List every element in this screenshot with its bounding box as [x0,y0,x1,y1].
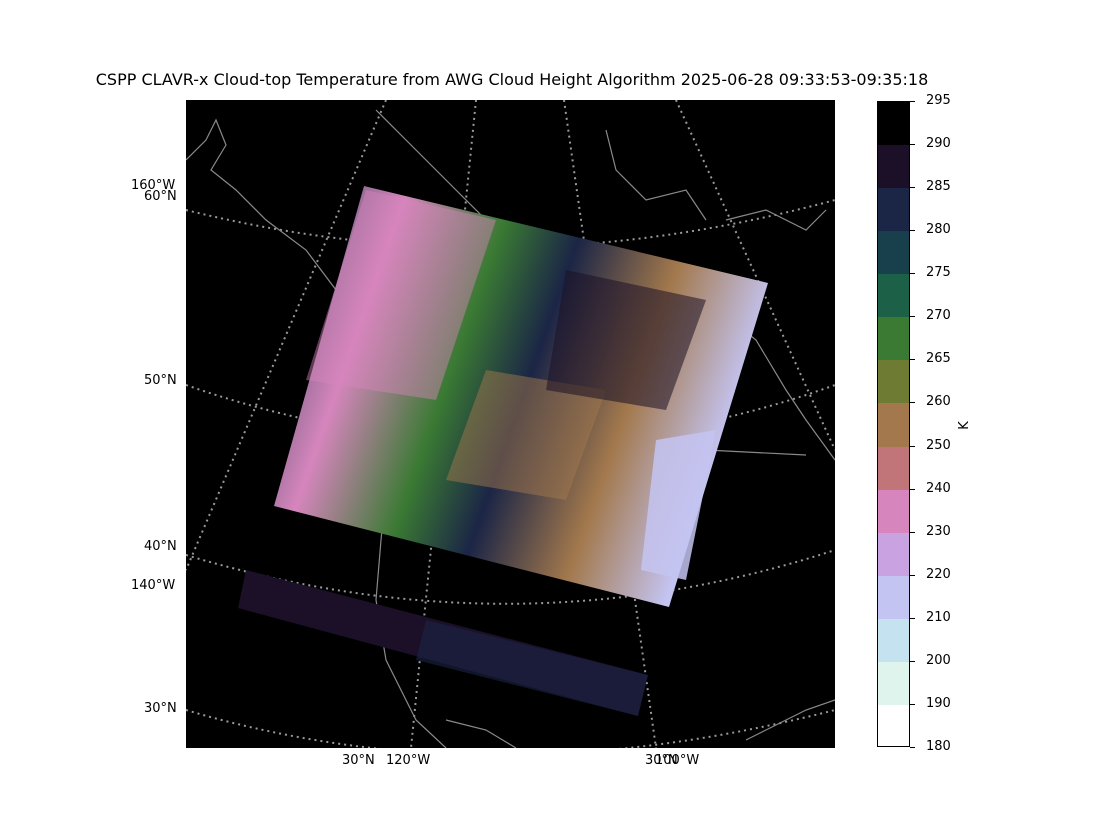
colorbar-tick [910,617,915,619]
colorbar-tick-label: 295 [926,93,951,108]
meridian-100w [563,100,657,748]
colorbar-tick-label: 285 [926,179,951,195]
gulf-coast [445,719,517,748]
lon-label-140w: 140°W [131,578,176,593]
colorbar-segment [878,274,909,319]
colorbar-tick [910,703,915,705]
colorbar-tick [910,402,915,404]
colorbar-segment [878,704,909,746]
colorbar-tick-label: 250 [926,437,951,453]
chart-title: CSPP CLAVR-x Cloud-top Temperature from … [95,70,929,89]
colorbar-tick-label: 200 [926,652,951,668]
cloud-patch-central [446,370,606,500]
colorbar-segment [878,145,909,190]
colorbar-tick [910,230,915,232]
colorbar-unit: K [956,421,972,430]
colorbar-tick [910,187,915,189]
swath-south-patch [416,620,648,716]
colorbar-tick [910,316,915,318]
meridian-140w [186,100,387,571]
colorbar-tick-label: 280 [926,222,951,238]
map-panel [186,100,835,748]
lat-label-30n: 30°N [144,701,177,716]
colorbar-tick-label: 230 [926,523,951,539]
cloud-patch-east [641,430,716,580]
meridian-90w [675,100,835,451]
map-canvas [186,100,835,748]
colorbar-tick [910,101,915,102]
colorbar-segment [878,661,909,706]
colorbar-segment [878,102,909,146]
colorbar-tick-label: 265 [926,351,951,367]
colorbar-tick [910,660,915,662]
parallel-40n [186,549,835,605]
colorbar-tick-label: 275 [926,265,951,281]
se-coast [745,699,835,741]
colorbar-tick [910,531,915,533]
colorbar-tick-label: 240 [926,480,951,496]
colorbar-tick-label: 260 [926,394,951,410]
parallel-50n [186,384,835,444]
colorbar-segment [878,231,909,276]
colorbar-segment [878,360,909,405]
bottom-label-120w: 120°W [386,753,431,768]
colorbar-tick-label: 290 [926,136,951,152]
bottom-label-30n-b: 30°N [645,753,678,768]
arctic-coast [605,129,707,221]
colorbar-segment [878,188,909,233]
colorbar-segment [878,317,909,362]
colorbar-segment [878,489,909,534]
bottom-label-30n-a: 30°N [342,753,375,768]
lat-label-50n: 50°N [144,373,177,388]
colorbar-tick-label: 270 [926,308,951,324]
colorbar-segment [878,618,909,663]
parallel-30n [186,709,835,748]
colorbar [877,101,910,747]
colorbar-tick [910,144,915,146]
colorbar-tick [910,747,915,748]
colorbar-tick [910,273,915,275]
colorbar-tick [910,574,915,576]
colorbar-tick-label: 210 [926,609,951,625]
colorbar-tick-label: 180 [926,739,951,754]
colorbar-tick-label: 220 [926,566,951,582]
lat-label-40n: 40°N [144,539,177,554]
colorbar-segment [878,403,909,448]
bottom-label-100w: 100°W [655,753,700,768]
colorbar-tick-label: 190 [926,695,951,711]
labrador-coast [725,209,827,231]
lon-label-160w: 160°W [131,178,176,193]
colorbar-segment [878,575,909,620]
colorbar-tick [910,359,915,361]
clear-patch [546,270,706,410]
colorbar-tick [910,445,915,447]
cloud-patch-west [306,190,496,400]
lat-label-60n: 60°N [144,189,177,204]
colorbar-tick [910,488,915,490]
colorbar-segment [878,446,909,491]
colorbar-segment [878,532,909,577]
